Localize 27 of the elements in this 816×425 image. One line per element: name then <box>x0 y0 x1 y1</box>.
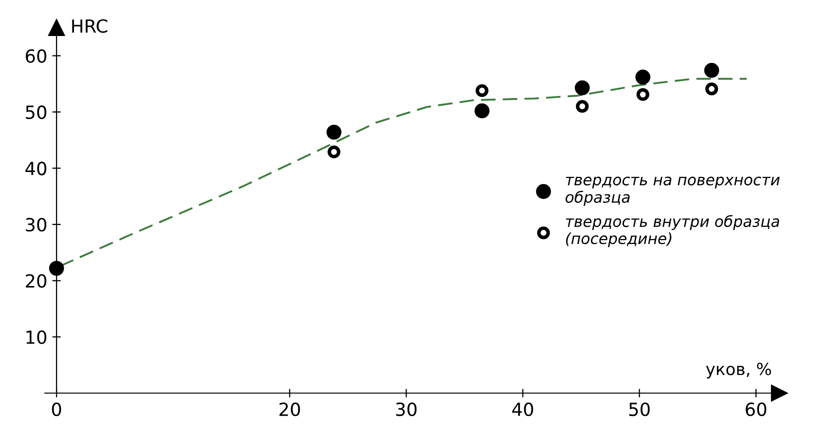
y-axis-title: HRC <box>72 19 108 33</box>
x-tick-label: 0 <box>52 402 62 416</box>
x-tick-label: 30 <box>396 402 417 416</box>
x-tick-label: 50 <box>629 402 650 416</box>
y-tick-label: 40 <box>25 162 46 176</box>
y-tick-label: 10 <box>26 330 46 344</box>
point <box>705 82 718 96</box>
y-tick-label: 50 <box>26 105 46 120</box>
point <box>474 103 490 118</box>
x-axis-title: уков, % <box>706 362 772 379</box>
x-tick-label: 60 <box>746 402 766 416</box>
legend-label: твердость на поверхности образца <box>566 176 780 206</box>
point <box>636 88 650 101</box>
x-tick-label: 20 <box>280 402 300 416</box>
point <box>476 84 488 97</box>
point <box>328 146 340 158</box>
point <box>574 80 590 96</box>
x-tick-label: 40 <box>512 402 534 416</box>
point <box>635 70 650 85</box>
point <box>576 100 589 113</box>
point <box>49 260 64 276</box>
y-tick-label: 20 <box>26 274 46 288</box>
point <box>326 124 342 140</box>
legend-label: твердость внутри образца (посередине) <box>566 214 780 248</box>
y-tick-label: 60 <box>26 49 46 63</box>
y-tick-label: 30 <box>26 218 46 232</box>
point <box>704 62 720 78</box>
